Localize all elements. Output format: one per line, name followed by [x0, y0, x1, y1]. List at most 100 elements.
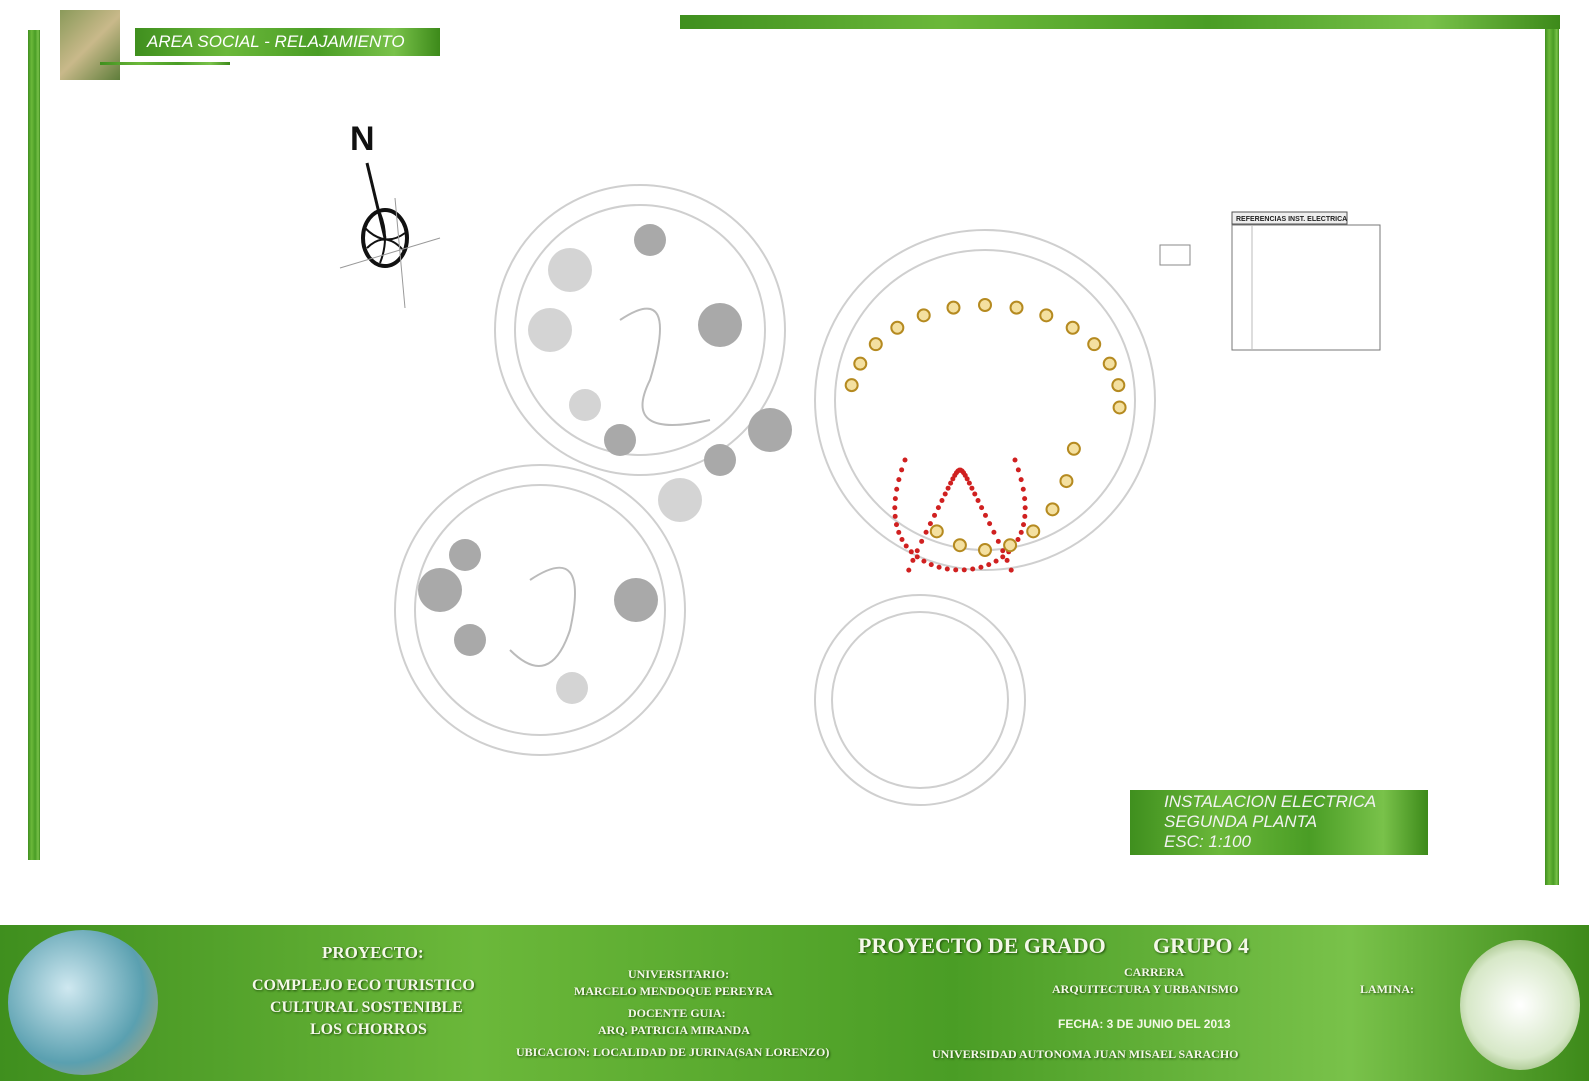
red-point: [932, 513, 937, 518]
fixture: [846, 379, 858, 391]
tree: [704, 444, 736, 476]
red-point: [1000, 554, 1005, 559]
red-point: [953, 567, 958, 572]
trees: [418, 224, 792, 704]
red-point: [924, 530, 929, 535]
group: GRUPO 4: [1153, 933, 1249, 959]
red-point: [896, 530, 901, 535]
tree: [556, 672, 588, 704]
fixture: [1104, 358, 1116, 370]
red-point: [943, 491, 948, 496]
fixture: [1011, 302, 1023, 314]
red-point: [1013, 458, 1018, 463]
red-point: [915, 554, 920, 559]
red-point: [1016, 467, 1021, 472]
panel-diagram: [1160, 245, 1190, 265]
career: ARQUITECTURA Y URBANISMO: [1052, 982, 1238, 997]
red-point: [1023, 505, 1028, 510]
red-point: [976, 498, 981, 503]
red-point: [939, 498, 944, 503]
legend: REFERENCIAS INST. ELECTRICA: [1232, 212, 1380, 350]
project-name: COMPLEJO ECO TURISTICO: [252, 977, 475, 995]
red-point: [892, 505, 897, 510]
fixture: [1114, 401, 1126, 413]
red-point: [900, 537, 905, 542]
red-point: [906, 568, 911, 573]
date: FECHA: 3 DE JUNIO DEL 2013: [1058, 1017, 1231, 1031]
fixture: [1067, 322, 1079, 334]
north-label: N: [350, 120, 375, 158]
red-point: [894, 522, 899, 527]
red-point: [893, 514, 898, 519]
red-point: [1019, 530, 1024, 535]
tree: [604, 424, 636, 456]
fixture: [1088, 338, 1100, 350]
page: {"header":{"title":"AREA SOCIAL - RELAJA…: [0, 0, 1589, 1081]
fixture: [870, 338, 882, 350]
red-point: [970, 567, 975, 572]
legend-title: REFERENCIAS INST. ELECTRICA: [1236, 216, 1347, 223]
fixture: [979, 299, 991, 311]
university: UNIVERSIDAD AUTONOMA JUAN MISAEL SARACHO: [932, 1047, 1239, 1062]
red-point: [987, 521, 992, 526]
red-point: [945, 567, 950, 572]
fixture: [931, 525, 943, 537]
red-point: [1009, 568, 1014, 573]
red-point: [962, 567, 967, 572]
red-point: [965, 476, 970, 481]
red-point: [937, 565, 942, 570]
floor-plan: N REFERENCIAS INST. ELECTRICA: [0, 0, 1589, 920]
tree: [634, 224, 666, 256]
tree: [454, 624, 486, 656]
sheet-subtitle: SEGUNDA PLANTA: [1164, 812, 1317, 832]
red-point: [915, 548, 920, 553]
sheet-label-box: INSTALACION ELECTRICA SEGUNDA PLANTA ESC…: [1130, 790, 1428, 855]
red-point: [996, 539, 1001, 544]
footer-globe: [8, 930, 158, 1075]
fixture: [854, 358, 866, 370]
red-point: [994, 559, 999, 564]
red-point: [896, 477, 901, 482]
tree: [698, 303, 742, 347]
red-point: [1019, 477, 1024, 482]
project-label: PROYECTO:: [322, 943, 424, 963]
red-point: [1005, 558, 1010, 563]
red-point: [969, 486, 974, 491]
red-point: [1015, 537, 1020, 542]
red-point: [910, 558, 915, 563]
red-point: [1021, 522, 1026, 527]
fixture: [918, 309, 930, 321]
red-point: [978, 565, 983, 570]
sheet-title: INSTALACION ELECTRICA: [1164, 792, 1376, 812]
tree: [418, 568, 462, 612]
tree: [449, 539, 481, 571]
red-point: [929, 562, 934, 567]
advisor: ARQ. PATRICIA MIRANDA: [598, 1023, 750, 1038]
red-point: [991, 530, 996, 535]
tree: [569, 389, 601, 421]
advisor-label: DOCENTE GUIA:: [628, 1006, 726, 1021]
student: MARCELO MENDOQUE PEREYRA: [574, 984, 773, 999]
red-point: [903, 458, 908, 463]
red-point: [1021, 487, 1026, 492]
tree: [528, 308, 572, 352]
red-point: [899, 467, 904, 472]
red-point: [948, 481, 953, 486]
student-label: UNIVERSITARIO:: [628, 967, 729, 982]
red-point: [979, 505, 984, 510]
red-point: [909, 549, 914, 554]
red-point: [904, 544, 909, 549]
footer-logo: [1460, 940, 1580, 1070]
red-point: [921, 559, 926, 564]
sheet-number-label: LAMINA:: [1360, 982, 1414, 997]
red-point: [1022, 514, 1027, 519]
red-point: [928, 521, 933, 526]
electrical-points: [846, 299, 1126, 573]
fixture: [954, 539, 966, 551]
north-arrow: N: [340, 120, 440, 308]
plan-outline: [395, 185, 1155, 805]
red-point: [893, 496, 898, 501]
fixture: [1004, 539, 1016, 551]
footer: PROYECTO: COMPLEJO ECO TURISTICO CULTURA…: [0, 925, 1589, 1081]
fixture: [979, 544, 991, 556]
